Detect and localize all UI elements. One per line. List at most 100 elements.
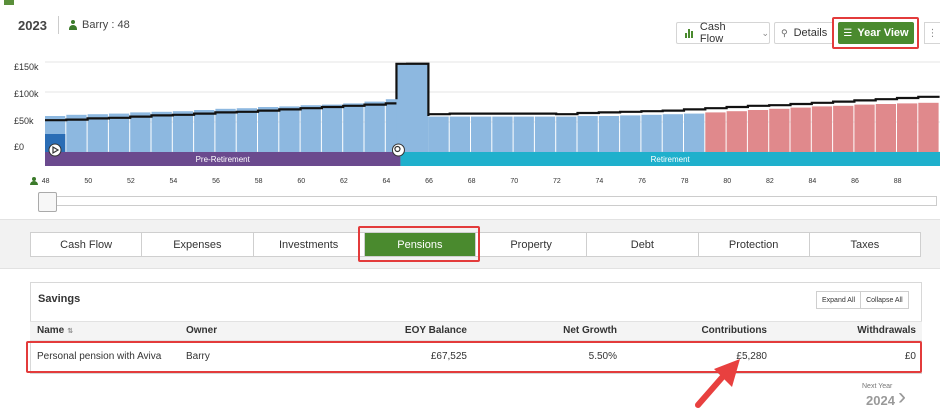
chart-bar[interactable] [151, 111, 172, 152]
retirement-label: Retirement [651, 155, 691, 164]
chart-bar[interactable] [854, 104, 875, 152]
person-selector[interactable]: Barry : 48 [68, 19, 130, 31]
chart-bar[interactable] [620, 115, 641, 152]
chart-bar[interactable] [747, 110, 769, 152]
tab-debt[interactable]: Debt [587, 233, 699, 256]
header-divider [58, 16, 59, 34]
chevron-right-icon[interactable]: › [898, 383, 906, 410]
chart-bar[interactable] [130, 112, 151, 152]
list-icon: ☰ [843, 27, 853, 39]
row-name[interactable]: Personal pension with Aviva [37, 351, 162, 362]
column-header-withdrawals: Withdrawals [857, 325, 916, 336]
retirement-band [400, 152, 940, 166]
chart-bar[interactable] [449, 116, 470, 152]
chart-bar[interactable] [875, 104, 896, 152]
chart-bar[interactable] [662, 114, 683, 152]
chart-bar[interactable] [364, 101, 385, 152]
chart-bar[interactable] [87, 114, 108, 152]
chart-bar[interactable] [172, 111, 194, 152]
chart-bar[interactable] [534, 116, 556, 152]
chart-bar[interactable] [897, 103, 918, 152]
next-year-caption: Next Year [862, 383, 893, 390]
chart-bar[interactable] [194, 110, 215, 152]
chart-bar[interactable] [300, 105, 321, 152]
chevron-down-icon: ⌄ [761, 27, 769, 38]
x-tick-label: 68 [467, 178, 476, 185]
chart-bar[interactable] [598, 116, 620, 152]
chart-bar[interactable] [428, 116, 449, 152]
chart-bar[interactable] [471, 116, 492, 152]
tab-cash-flow[interactable]: Cash Flow [31, 233, 143, 256]
tab-property[interactable]: Property [476, 233, 588, 256]
chart-bar[interactable] [726, 111, 747, 152]
chart-bar[interactable] [513, 116, 534, 152]
cashflow-chart[interactable]: Pre-Retirement Retirement [0, 58, 940, 173]
chart-bar[interactable] [769, 108, 790, 152]
chart-bar[interactable] [279, 106, 300, 152]
chart-bar[interactable] [108, 113, 130, 152]
y-tick-label: £100k [14, 89, 39, 99]
column-header-name[interactable]: Name ⇅ [37, 325, 74, 336]
savings-title: Savings [38, 293, 81, 305]
chart-bar[interactable] [811, 106, 833, 152]
x-tick-label: 74 [595, 178, 604, 185]
x-tick-label: 82 [765, 178, 774, 185]
chart-bar[interactable] [556, 116, 577, 152]
cashflow-view-dropdown[interactable]: Cash Flow ⌄ [676, 21, 770, 45]
chart-bar[interactable] [236, 108, 257, 152]
x-tick-label: 54 [169, 178, 178, 185]
highlight-frame-pension-row [26, 341, 922, 373]
x-tick-label: 86 [851, 178, 859, 185]
chart-bar[interactable] [492, 116, 513, 152]
y-tick-label: £50k [14, 116, 34, 126]
row-contributions: £5,280 [736, 351, 767, 362]
cashflow-label: Cash Flow [699, 21, 726, 45]
timeline-slider-handle[interactable] [38, 192, 57, 212]
chart-bar-spike[interactable] [396, 63, 429, 152]
collapse-all-button[interactable]: Collapse All [860, 292, 908, 308]
chart-bar[interactable] [343, 103, 364, 152]
more-options-button[interactable]: ⋮ [924, 22, 940, 44]
chart-bar[interactable] [577, 116, 598, 152]
expand-all-button[interactable]: Expand All [817, 292, 861, 308]
column-header-contributions: Contributions [701, 325, 767, 336]
tab-expenses[interactable]: Expenses [142, 233, 254, 256]
x-tick-label: 50 [84, 178, 93, 185]
expenses-line [45, 62, 940, 122]
x-tick-label: 70 [510, 178, 519, 185]
sort-icon[interactable]: ⇅ [67, 328, 74, 335]
x-tick-label: 64 [382, 178, 391, 185]
details-button[interactable]: ⚲ Details [774, 22, 834, 44]
chart-bar[interactable] [684, 113, 705, 152]
row-withdrawals: £0 [904, 351, 916, 362]
chart-bar[interactable] [641, 114, 662, 152]
x-tick-label: 52 [126, 178, 135, 185]
tab-pensions[interactable]: Pensions [364, 233, 476, 256]
play-icon[interactable] [48, 143, 62, 157]
highlight-frame-pensions-tab [358, 226, 480, 262]
chart-bar[interactable] [258, 107, 279, 152]
chart-bar[interactable] [66, 114, 87, 152]
row-owner: Barry [186, 351, 210, 362]
column-header-eoy-balance: EOY Balance [404, 325, 467, 336]
x-tick-label: 76 [638, 178, 646, 185]
zoom-icon-lens [394, 145, 401, 153]
chart-bar[interactable] [833, 105, 854, 152]
tab-protection[interactable]: Protection [698, 233, 810, 256]
chart-bar[interactable] [918, 102, 939, 152]
chart-bar[interactable] [215, 108, 236, 152]
chart-bar[interactable] [705, 112, 726, 152]
year-view-button[interactable]: ☰ Year View [838, 22, 914, 44]
chart-bar[interactable] [321, 104, 343, 152]
tab-taxes[interactable]: Taxes [809, 233, 920, 256]
tab-investments[interactable]: Investments [253, 233, 365, 256]
search-icon: ⚲ [781, 27, 788, 38]
next-year-value[interactable]: 2024 [866, 393, 895, 408]
zoom-icon[interactable] [391, 143, 405, 157]
column-header-net-growth: Net Growth [563, 325, 617, 336]
chart-bar[interactable] [790, 107, 811, 152]
timeline-slider-track[interactable] [38, 196, 937, 206]
x-tick-label: 58 [254, 178, 263, 185]
x-tick-label: 84 [808, 178, 817, 185]
